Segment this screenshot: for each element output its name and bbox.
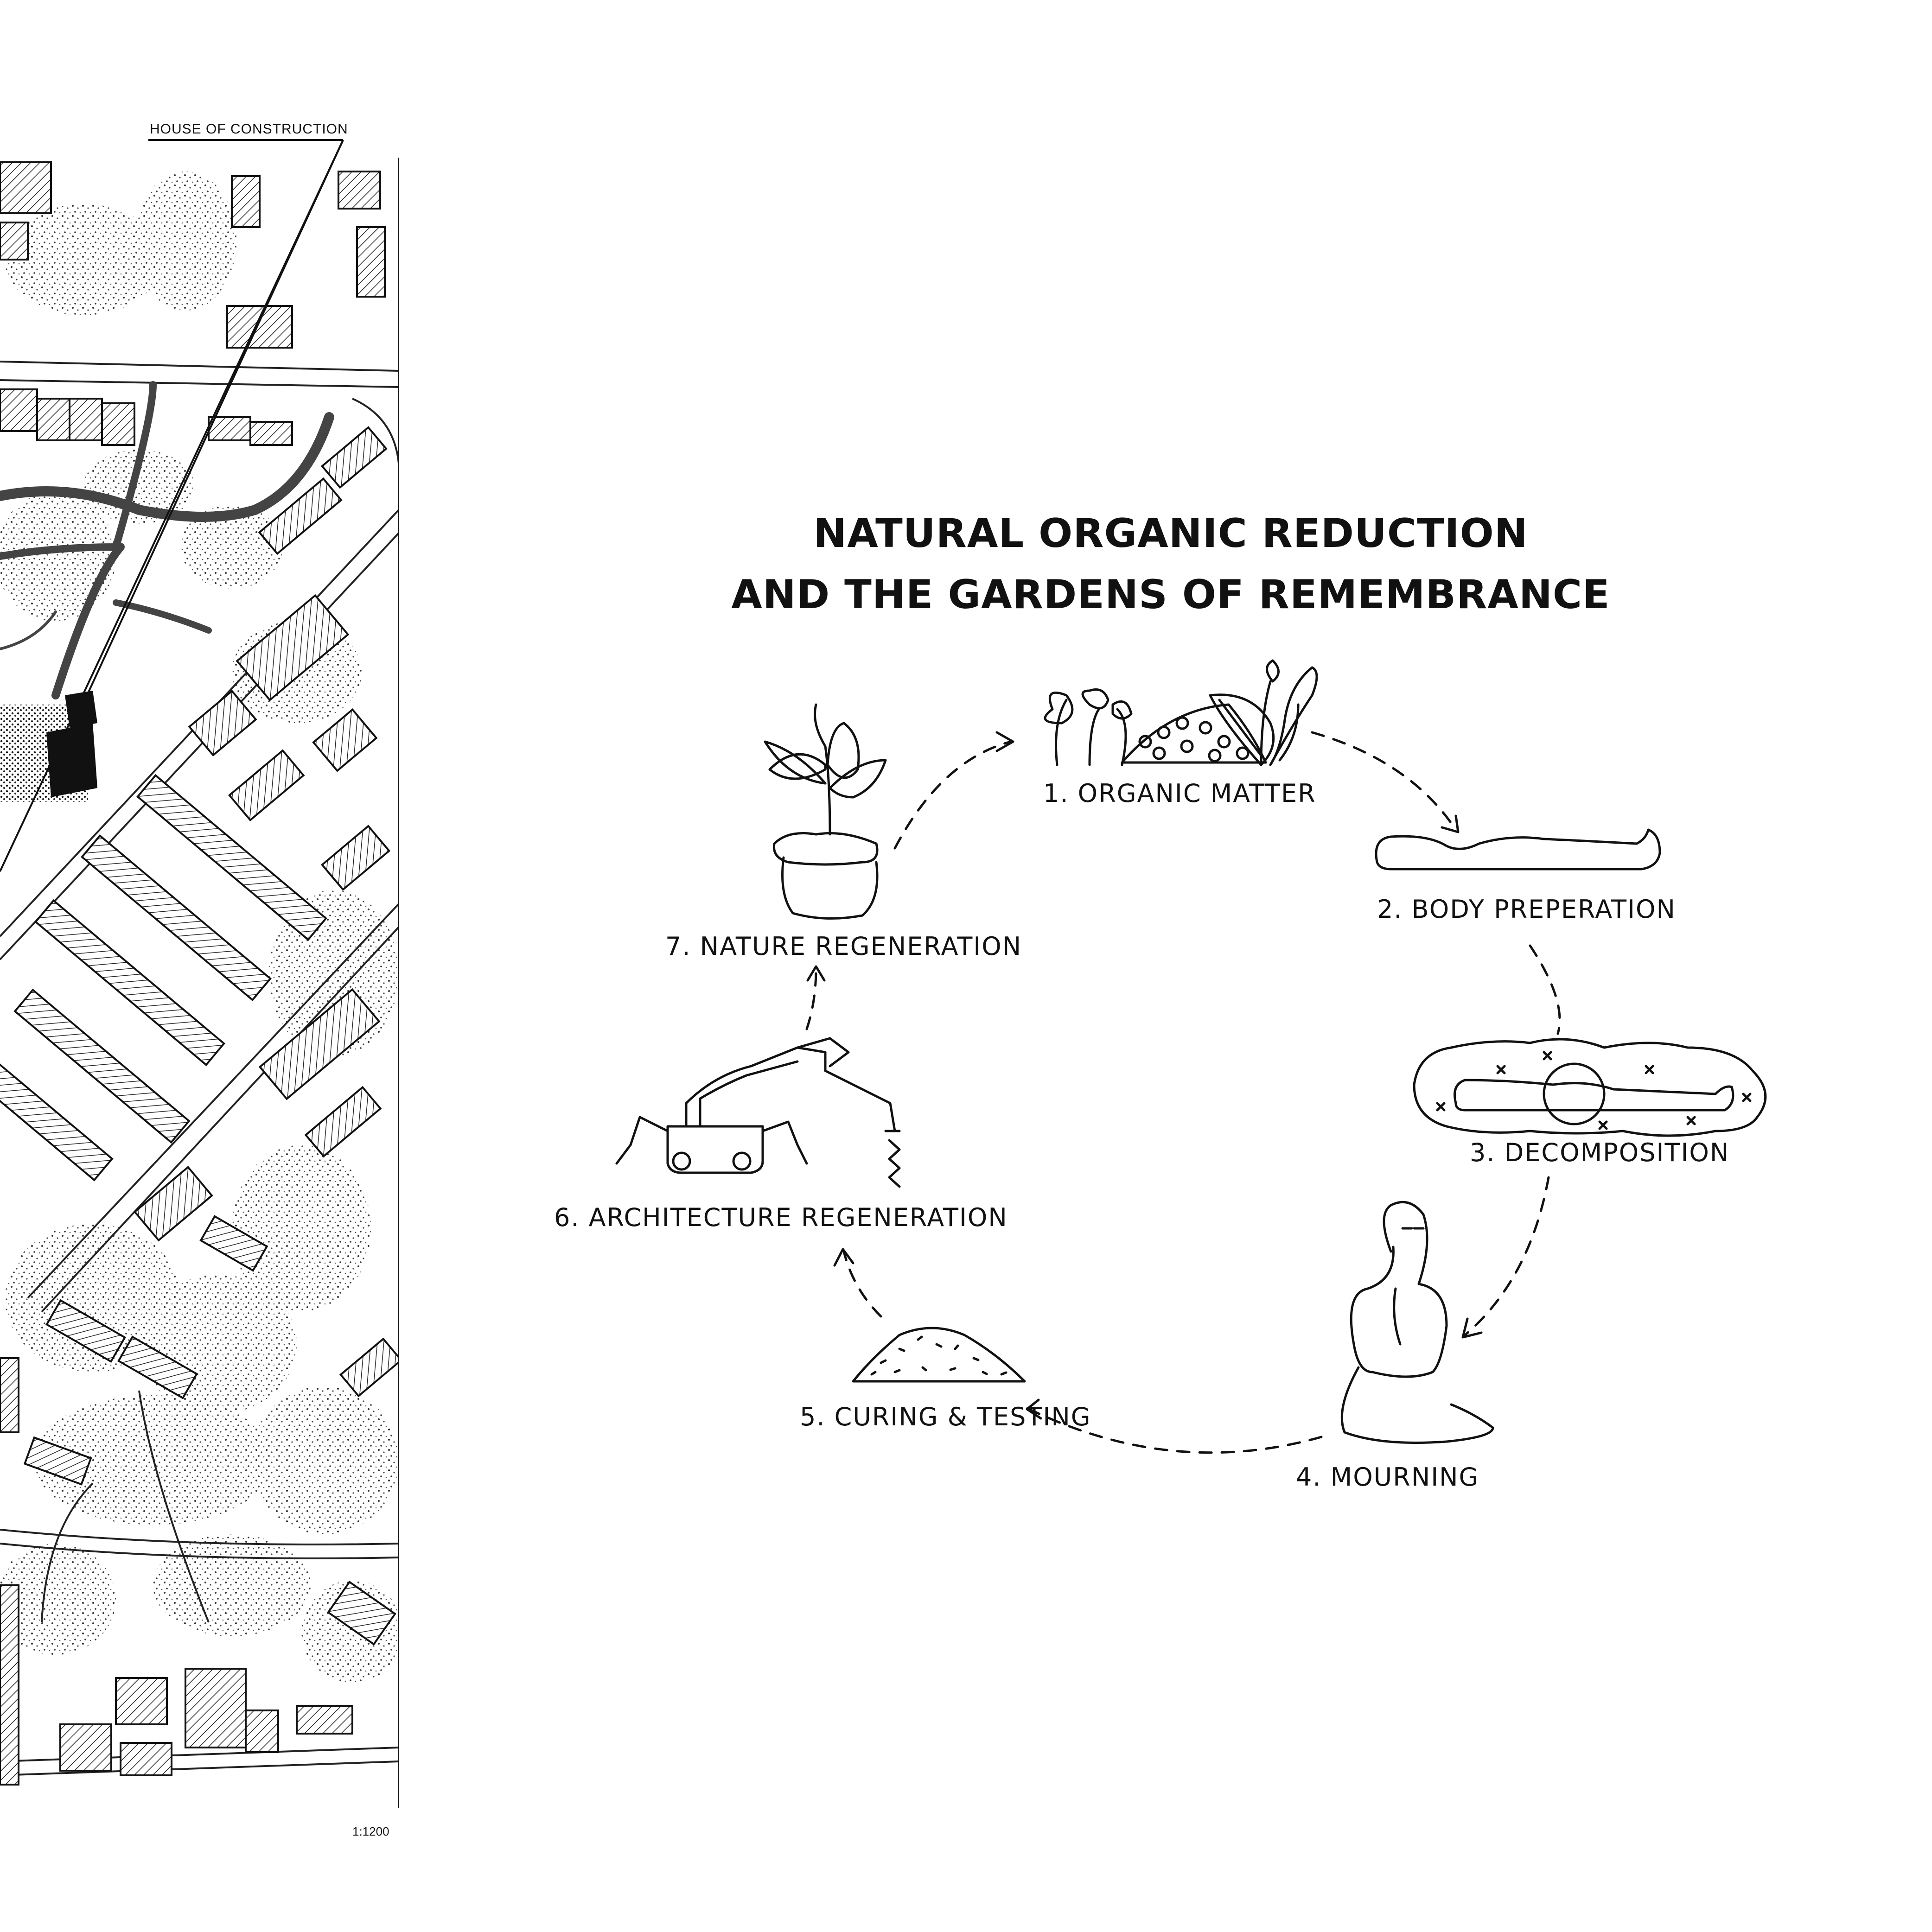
- arrow-2-to-3: [1529, 944, 1561, 1035]
- arrow-heads: [806, 731, 1483, 1420]
- decomposing-body-icon: [1413, 1038, 1767, 1137]
- meditating-person-icon: [1340, 1201, 1494, 1444]
- site-plan-map: [0, 0, 399, 1932]
- arrow-3-to-4: [1464, 1176, 1550, 1336]
- step-label-1: 1. ORGANIC MATTER: [1043, 779, 1316, 808]
- label-leader-lines: [0, 139, 344, 872]
- map-scale: 1:1200: [352, 1824, 389, 1838]
- flowers-plants-icon: [1044, 659, 1318, 766]
- diagram-title: NATURAL ORGANIC REDUCTION AND THE GARDEN…: [695, 503, 1646, 625]
- step-label-6: 6. ARCHITECTURE REGENERATION: [554, 1203, 1008, 1232]
- arrow-4-to-5: [1028, 1408, 1323, 1454]
- step-label-7: 7. NATURE REGENERATION: [665, 932, 1022, 961]
- robotic-printer-icon: [615, 1037, 901, 1188]
- cycle-arrows: [805, 731, 1561, 1454]
- step-label-4: 4. MOURNING: [1296, 1462, 1479, 1492]
- step-label-2: 2. BODY PREPERATION: [1377, 895, 1676, 924]
- soil-mound-icon: [852, 1327, 1026, 1383]
- arrow-5-to-6: [842, 1250, 882, 1318]
- arrow-6-to-7: [805, 967, 817, 1030]
- step-label-3: 3. DECOMPOSITION: [1470, 1138, 1730, 1167]
- site-label: HOUSE OF CONSTRUCTION: [150, 121, 348, 137]
- arrow-1-to-2: [1311, 731, 1457, 831]
- body-outline-icon: [1375, 828, 1661, 871]
- title-line-1: NATURAL ORGANIC REDUCTION: [813, 510, 1528, 557]
- park-paths: [0, 381, 334, 699]
- arrow-7-to-1: [893, 740, 1012, 850]
- potted-plant-icon: [764, 703, 887, 920]
- title-line-2: AND THE GARDENS OF REMEMBRANCE: [731, 572, 1610, 618]
- step-label-5: 5. CURING & TESTING: [800, 1402, 1091, 1431]
- buildings: [0, 161, 399, 1786]
- site-footprint: [0, 691, 97, 802]
